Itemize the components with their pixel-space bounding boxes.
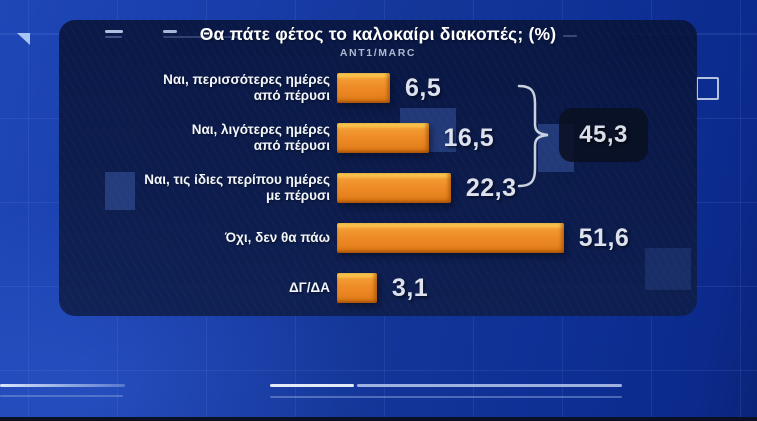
value-label: 16,5	[443, 123, 495, 152]
chart-row: Ναι, περισσότερες ημέρες από πέρυσι 6,5	[59, 63, 697, 113]
frame-square-icon	[696, 77, 719, 100]
value-bar	[337, 123, 429, 153]
bottom-strip	[0, 417, 757, 421]
chart-row: Ναι, τις ίδιες περίπου ημέρες με πέρυσι 2…	[59, 163, 697, 213]
bottom-deco-line	[270, 384, 354, 387]
value-label: 51,6	[578, 223, 630, 252]
background-patch	[645, 248, 691, 290]
group-total-badge: 45,3	[559, 108, 648, 162]
category-label: Ναι, τις ίδιες περίπου ημέρες με πέρυσι	[144, 172, 330, 203]
bottom-deco-line	[357, 384, 622, 387]
bottom-deco-line	[0, 395, 123, 397]
category-label: Ναι, λιγότερες ημέρες από πέρυσι	[191, 122, 330, 153]
chart-row: Ναι, λιγότερες ημέρες από πέρυσι 16,5	[59, 113, 697, 163]
value-bar	[337, 223, 564, 253]
category-label: Όχι, δεν θα πάω	[224, 230, 330, 246]
chart-title: Θα πάτε φέτος το καλοκαίρι διακοπές; (%)	[199, 24, 557, 44]
corner-triangle-icon	[17, 33, 30, 45]
value-bar	[337, 173, 451, 203]
category-label: Ναι, περισσότερες ημέρες από πέρυσι	[163, 72, 330, 103]
value-bar	[337, 273, 377, 303]
chart-rows: Ναι, περισσότερες ημέρες από πέρυσι 6,5 Να…	[59, 63, 697, 313]
title-deco-line	[105, 36, 122, 38]
chart-row: ΔΓ/ΔΑ 3,1	[59, 263, 697, 313]
bottom-deco-line	[270, 396, 622, 398]
background-patch	[105, 172, 135, 210]
value-label: 6,5	[405, 73, 442, 102]
poll-panel: Θα πάτε φέτος το καλοκαίρι διακοπές; (%)…	[59, 20, 697, 316]
group-bracket-brace	[517, 84, 549, 188]
value-label: 3,1	[391, 273, 429, 302]
title-deco-line	[563, 35, 577, 37]
chart-source: ANT1/MARC	[339, 47, 417, 59]
title-deco-line	[163, 36, 238, 38]
title-deco-line	[105, 30, 123, 33]
bottom-deco-line	[0, 384, 125, 387]
value-label: 22,3	[465, 173, 517, 202]
category-label: ΔΓ/ΔΑ	[288, 280, 330, 296]
title-deco-line	[163, 30, 177, 33]
chart-row: Όχι, δεν θα πάω 51,6	[59, 213, 697, 263]
value-bar	[337, 73, 391, 103]
